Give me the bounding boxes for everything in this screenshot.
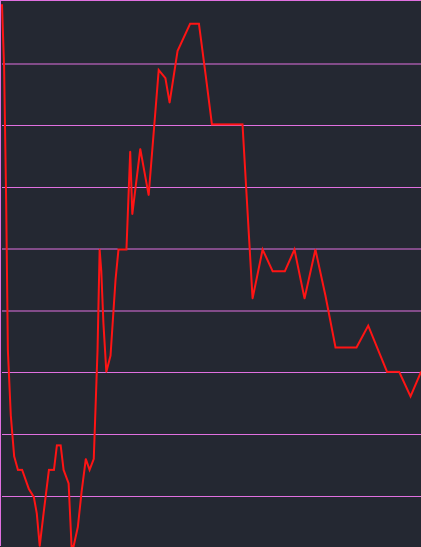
data-point-1-39 [147, 194, 150, 196]
data-point-1-30 [102, 322, 105, 324]
data-point-1-34 [117, 248, 120, 251]
data-point-1-8 [21, 469, 23, 471]
data-point-1-33 [114, 278, 117, 281]
data-point-1-57 [334, 346, 337, 349]
data-point-1-62 [409, 395, 412, 398]
data-point-1-55 [314, 248, 317, 251]
data-point-1-31 [105, 371, 108, 373]
data-point-1-61 [398, 371, 401, 373]
data-point-1-18 [62, 469, 65, 471]
data-point-1-41 [164, 77, 167, 79]
data-point-1-1 [1, 3, 3, 6]
data-point-1-47 [211, 123, 213, 126]
data-point-1-19 [67, 482, 70, 485]
data-point-1-49 [251, 297, 254, 300]
data-point-1-9 [28, 488, 30, 490]
data-point-1-46 [205, 77, 207, 79]
data-point-1-59 [367, 324, 370, 327]
data-point-1-50 [261, 248, 264, 251]
data-point-1-2 [3, 66, 5, 69]
data-point-1-40 [157, 69, 160, 71]
data-point-1-3 [5, 202, 7, 205]
data-point-1-10 [33, 496, 35, 498]
data-point-1-17 [59, 444, 62, 447]
data-point-1-4 [7, 349, 9, 351]
data-point-1-6 [13, 455, 15, 458]
data-point-1-23 [80, 490, 83, 493]
data-point-1-13 [43, 509, 45, 512]
data-point-1-43 [176, 50, 179, 52]
data-point-1-58 [355, 346, 358, 349]
data-point-1-37 [131, 213, 134, 215]
series-layer [1, 3, 421, 547]
data-point-1-48 [241, 123, 244, 126]
data-point-1-14 [48, 469, 50, 471]
data-point-1-42 [168, 101, 171, 104]
data-point-1-44 [189, 22, 191, 25]
data-point-1-35 [125, 248, 128, 251]
data-point-1-29 [100, 270, 103, 273]
data-point-1-56 [324, 294, 327, 297]
data-point-1-51 [271, 270, 274, 273]
data-point-1-32 [109, 354, 112, 357]
data-point-1-15 [53, 469, 55, 471]
data-point-1-11 [35, 512, 38, 515]
data-point-1-16 [56, 444, 58, 447]
data-point-1-7 [17, 469, 19, 471]
data-point-1-36 [129, 150, 132, 153]
data-point-1-45 [198, 22, 200, 25]
data-point-1-26 [92, 458, 95, 460]
data-point-1-52 [284, 270, 286, 273]
data-point-1-5 [10, 414, 12, 417]
horizontal-grid [2, 63, 421, 497]
data-point-1-24 [85, 458, 87, 460]
data-point-1-28 [98, 248, 101, 251]
data-point-1-53 [293, 248, 296, 251]
data-point-1-25 [88, 469, 91, 471]
data-point-1-27 [96, 349, 99, 351]
data-point-1-38 [139, 148, 142, 150]
data-point-1-54 [303, 297, 306, 300]
data-point-1-60 [386, 371, 388, 373]
data-point-1-22 [77, 526, 79, 528]
